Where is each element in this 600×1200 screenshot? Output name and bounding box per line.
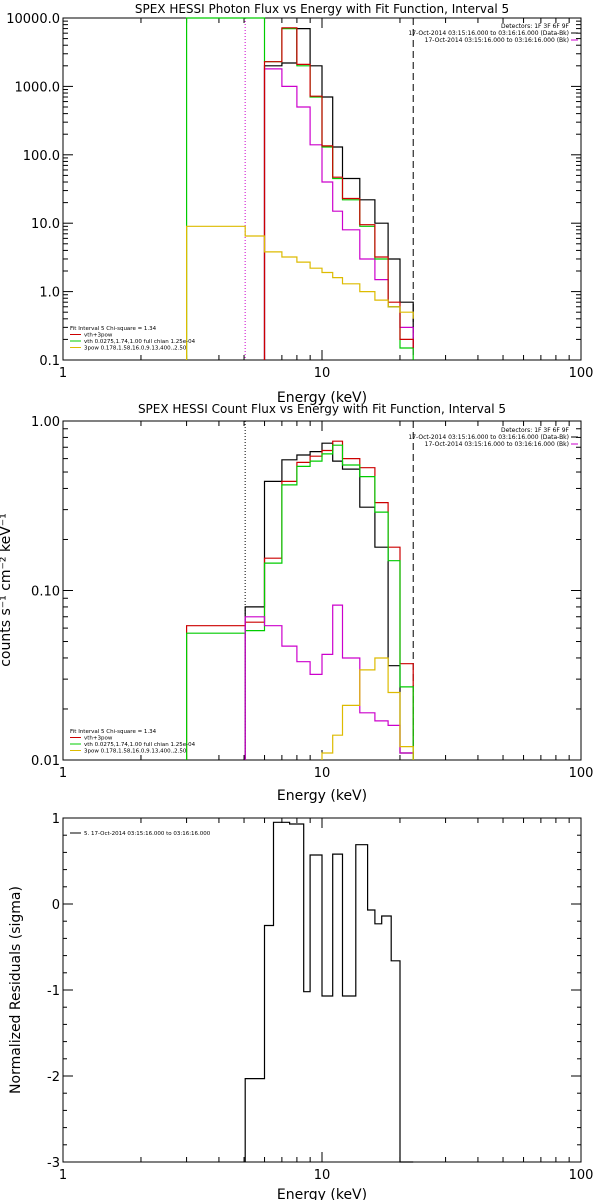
axes: 1 10 100 1.00 0.10 0.01 [31,415,593,781]
series-line-4 [186,225,414,360]
series-layer [186,440,414,760]
legend-entry: vth+3pow [84,736,113,742]
legend-entry: vth 0.0275,1.74,1.00 full chian 1.25e-04 [84,742,196,748]
count-flux-panel: SPEX HESSI Count Flux vs Energy with Fit… [0,402,593,804]
x-axis-label: Energy (keV) [277,1187,367,1200]
y-tick-label: 100.0 [23,149,60,164]
info-line: Detectors: 1F 3F 6F 9F [501,23,570,30]
legend-entry: 3pow 0.178,1.58,16.0,9.13,400.,2.50 [84,749,187,755]
legend: Fit Interval 5 Chi-square = 1.34vth+3pow… [70,326,196,352]
x-tick-label: 1 [59,1168,67,1183]
legend: 5. 17-Oct-2014 03:15:16.000 to 03:16:16.… [70,831,211,837]
x-tick-label: 10 [314,1168,331,1183]
series-layer [244,821,414,1163]
y-tick-label: -2 [47,1070,60,1085]
chart-title: SPEX HESSI Count Flux vs Energy with Fit… [138,402,506,416]
x-axis-label: Energy (keV) [277,390,367,406]
y-tick-label: 0.10 [31,585,60,600]
legend-entry: 3pow 0.178,1.58,16.0,9.13,400.,2.50 [84,346,187,352]
series-line-0 [263,28,414,360]
series-line-0 [244,442,414,760]
y-tick-label: 1000.0 [15,80,61,95]
x-tick-label: 100 [569,1168,594,1183]
series-line-4 [321,657,414,760]
series-line-3 [263,27,414,360]
info-line: 17-Oct-2014 03:15:16.000 to 03:16:16.000… [408,434,569,441]
axes: 1 10 100 10000.0 1000.0 100.0 10.0 1.0 0.1 [6,12,593,381]
legend-entry: vth 0.0275,1.74,1.00 full chian 1.25e-04 [84,339,196,345]
y-tick-label: 1.0 [39,286,60,301]
legend: Fit Interval 5 Chi-square = 1.34vth+3pow… [70,729,196,755]
x-axis-label: Energy (keV) [277,788,367,804]
y-axis-label: Normalized Residuals (sigma) [8,886,24,1094]
series-line-1 [263,68,414,360]
series-line-0 [244,821,414,1163]
info-line: Detectors: 1F 3F 6F 9F [501,427,570,434]
info-line: 17-Oct-2014 03:15:16.000 to 03:16:16.000… [408,30,569,37]
series-line-3 [244,604,414,760]
x-tick-label: 10 [314,766,331,781]
y-tick-label: 10.0 [31,217,60,232]
series-line-1 [186,440,414,760]
y-tick-label: 1 [52,812,60,827]
series-layer [186,17,414,360]
plot-frame [62,420,582,761]
fit-range-lines [244,18,414,360]
y-tick-label: 0 [52,898,60,913]
residuals-panel: Energy (keV) Normalized Residuals (sigma… [8,812,593,1200]
legend-entry: vth+3pow [84,333,113,339]
y-tick-label: 1.00 [31,415,60,430]
series-line-2 [186,17,414,360]
x-tick-label: 100 [569,366,594,381]
series-line-2 [186,444,414,760]
y-tick-label: -1 [47,984,60,999]
y-tick-label: 0.1 [39,354,60,369]
legend-entry: Fit Interval 5 Chi-square = 1.34 [70,729,157,735]
y-tick-label: 0.01 [31,754,60,769]
x-tick-label: 1 [59,366,67,381]
legend-entry: Fit Interval 5 Chi-square = 1.34 [70,326,157,332]
x-tick-label: 100 [569,766,594,781]
x-tick-label: 10 [314,366,331,381]
legend-entry: 5. 17-Oct-2014 03:15:16.000 to 03:16:16.… [84,831,211,837]
x-tick-label: 1 [59,766,67,781]
y-tick-label: -3 [47,1156,60,1171]
photon-flux-panel: SPEX HESSI Photon Flux vs Energy with Fi… [6,2,593,406]
y-axis-label: counts s⁻¹ cm⁻² keV⁻¹ [0,513,14,667]
y-tick-label: 10000.0 [6,12,60,27]
info-line: 17-Oct-2014 03:15:16.000 to 03:16:16.000… [425,441,569,448]
chart-title: SPEX HESSI Photon Flux vs Energy with Fi… [135,2,509,16]
info-line: 17-Oct-2014 03:15:16.000 to 03:16:16.000… [425,37,569,44]
